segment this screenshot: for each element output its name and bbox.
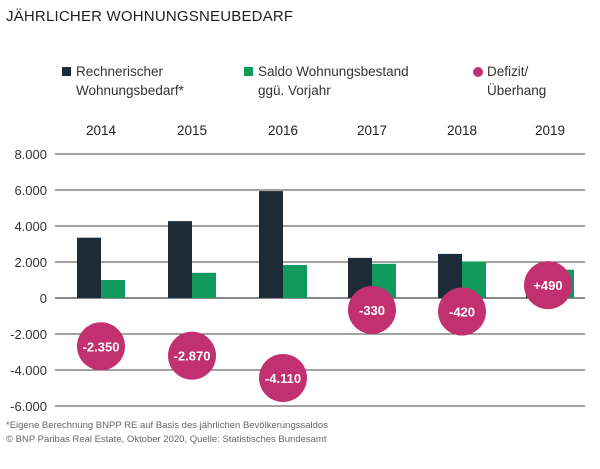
footnote: *Eigene Berechnung BNPP RE auf Basis des… [6, 420, 328, 431]
legend-swatch [473, 67, 483, 77]
chart-title: JÄHRLICHER WOHNUNGSNEUBEDARF [6, 8, 294, 25]
legend-label: Wohnungsbedarf* [76, 83, 184, 98]
x-tick-label: 2016 [268, 123, 298, 138]
bar-saldo [101, 280, 125, 298]
legend-item-defizit: Defizit/ Überhang [473, 62, 547, 100]
x-tick-label: 2014 [86, 123, 117, 138]
deficit-label: -4.110 [265, 371, 301, 386]
y-tick-label: -2.000 [10, 327, 47, 342]
legend-swatch [244, 67, 253, 76]
bar-saldo [283, 265, 307, 298]
source-note: © BNP Paribas Real Estate, Oktober 2020,… [6, 434, 327, 445]
y-tick-label: 4.000 [14, 219, 47, 234]
bar-saldo [192, 272, 216, 298]
legend-label: Rechnerischer [76, 64, 164, 79]
deficit-label: -2.350 [83, 339, 120, 354]
deficit-label: +490 [533, 278, 562, 293]
deficit-marker [438, 287, 486, 336]
y-tick-label: -6.000 [10, 399, 47, 414]
deficit-label: -330 [359, 303, 385, 318]
bar-wohnungsbedarf [77, 237, 101, 298]
legend-label: Saldo Wohnungsbestand [258, 64, 409, 79]
bar-wohnungsbedarf [168, 221, 192, 298]
legend-item-wohnungsbedarf: Rechnerischer Wohnungsbedarf* [62, 62, 184, 100]
legend-label: Defizit/ [487, 64, 529, 79]
deficit-marker [348, 285, 396, 334]
deficit-label: -2.870 [174, 349, 211, 364]
y-tick-label: -4.000 [10, 363, 47, 378]
deficit-marker [524, 261, 572, 310]
y-tick-label: 6.000 [14, 183, 47, 198]
bar-wohnungsbedarf [259, 191, 283, 298]
x-tick-label: 2017 [357, 123, 387, 138]
x-tick-label: 2018 [447, 123, 477, 138]
legend-item-saldo: Saldo Wohnungsbestand ggü. Vorjahr [244, 62, 409, 100]
deficit-marker [259, 353, 307, 402]
legend-label: ggü. Vorjahr [258, 83, 331, 98]
legend-swatch [62, 67, 71, 76]
y-tick-label: 8.000 [14, 147, 47, 162]
y-tick-label: 2.000 [14, 255, 47, 270]
y-tick-label: 0 [40, 291, 47, 306]
deficit-marker [77, 322, 125, 371]
deficit-marker [168, 331, 216, 380]
deficit-label: -420 [449, 305, 475, 320]
legend-label: Überhang [487, 83, 547, 98]
x-tick-label: 2019 [535, 123, 565, 138]
x-tick-label: 2015 [177, 123, 207, 138]
